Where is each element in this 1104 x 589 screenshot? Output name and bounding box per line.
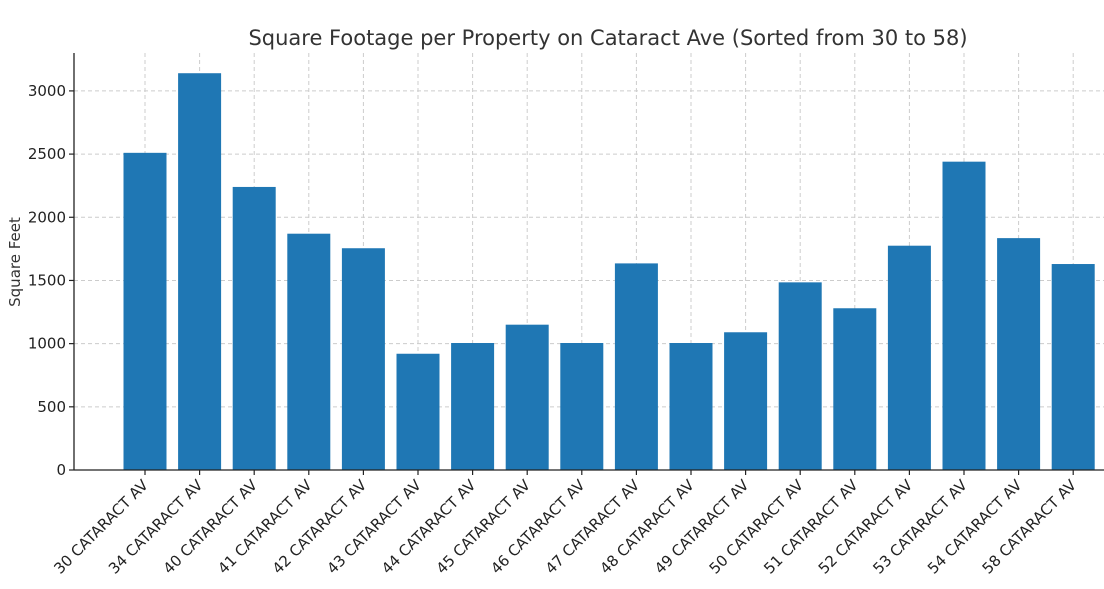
- x-tick-label: 48 CATARACT AV: [596, 476, 698, 578]
- bar: [505, 324, 549, 470]
- bar: [833, 308, 877, 470]
- x-tick-label: 53 CATARACT AV: [869, 476, 971, 578]
- bar: [560, 343, 604, 470]
- bar: [341, 248, 385, 470]
- bar: [1051, 264, 1095, 470]
- x-tick-label: 54 CATARACT AV: [924, 476, 1026, 578]
- bar: [724, 332, 768, 470]
- bar: [287, 233, 331, 470]
- bar: [178, 73, 222, 470]
- x-tick-label: 52 CATARACT AV: [815, 476, 917, 578]
- x-tick-label: 43 CATARACT AV: [323, 476, 425, 578]
- bar: [887, 245, 931, 470]
- bar: [614, 263, 658, 470]
- y-tick-label: 500: [37, 398, 66, 416]
- chart-title: Square Footage per Property on Cataract …: [248, 26, 967, 50]
- x-tick-label: 49 CATARACT AV: [651, 476, 753, 578]
- bar: [778, 282, 822, 470]
- bar: [669, 343, 713, 470]
- bar: [451, 343, 495, 470]
- x-tick-label: 47 CATARACT AV: [542, 476, 644, 578]
- bars-layer: [123, 73, 1095, 471]
- x-tick-label: 51 CATARACT AV: [760, 476, 862, 578]
- x-tick-label: 42 CATARACT AV: [269, 476, 371, 578]
- bar: [997, 238, 1041, 470]
- axes-layer: [73, 53, 1104, 471]
- bar: [942, 161, 986, 470]
- x-tick-label: 40 CATARACT AV: [160, 476, 262, 578]
- x-tick-label: 50 CATARACT AV: [706, 476, 808, 578]
- x-tick-label: 34 CATARACT AV: [105, 476, 207, 578]
- x-tick-label: 58 CATARACT AV: [979, 476, 1081, 578]
- y-axis-label: Square Feet: [6, 217, 24, 307]
- x-tick-label: 41 CATARACT AV: [214, 476, 316, 578]
- x-tick-label: 46 CATARACT AV: [487, 476, 589, 578]
- y-tick-label: 0: [56, 461, 66, 479]
- x-tick-label: 44 CATARACT AV: [378, 476, 480, 578]
- y-tick-label: 3000: [28, 82, 66, 100]
- bar: [123, 152, 167, 470]
- y-tick-label: 1500: [28, 271, 66, 289]
- bar: [232, 186, 276, 471]
- x-tick-label: 30 CATARACT AV: [50, 476, 152, 578]
- x-tick-label: 45 CATARACT AV: [433, 476, 535, 578]
- y-tick-label: 1000: [28, 335, 66, 353]
- y-tick-label: 2000: [28, 208, 66, 226]
- y-tick-label: 2500: [28, 145, 66, 163]
- bar: [396, 353, 440, 470]
